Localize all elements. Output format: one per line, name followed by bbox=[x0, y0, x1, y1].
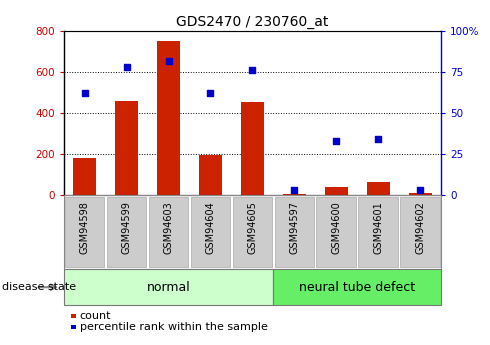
Text: GSM94602: GSM94602 bbox=[415, 201, 425, 254]
Text: neural tube defect: neural tube defect bbox=[299, 281, 415, 294]
Bar bbox=[107, 197, 147, 267]
Text: GSM94604: GSM94604 bbox=[205, 201, 216, 254]
Bar bbox=[65, 197, 104, 267]
Text: GSM94603: GSM94603 bbox=[164, 201, 173, 254]
Bar bbox=[325, 187, 348, 195]
Bar bbox=[157, 41, 180, 195]
Point bbox=[81, 91, 89, 96]
Bar bbox=[73, 158, 96, 195]
Point bbox=[416, 187, 424, 193]
Text: GSM94599: GSM94599 bbox=[122, 201, 132, 254]
Point bbox=[206, 91, 214, 96]
Bar bbox=[149, 197, 188, 267]
Text: percentile rank within the sample: percentile rank within the sample bbox=[80, 322, 268, 332]
Bar bbox=[400, 197, 440, 267]
Bar bbox=[367, 181, 390, 195]
Bar bbox=[409, 193, 432, 195]
Bar bbox=[317, 197, 356, 267]
Bar bbox=[241, 102, 264, 195]
Bar bbox=[273, 269, 441, 305]
Text: GSM94598: GSM94598 bbox=[80, 201, 90, 254]
Point bbox=[374, 136, 382, 142]
Text: count: count bbox=[80, 311, 111, 321]
Bar bbox=[115, 101, 138, 195]
Point bbox=[122, 64, 130, 70]
Text: normal: normal bbox=[147, 281, 191, 294]
Text: GSM94597: GSM94597 bbox=[289, 201, 299, 254]
Bar bbox=[199, 155, 222, 195]
Text: disease state: disease state bbox=[2, 282, 76, 292]
Bar bbox=[274, 197, 314, 267]
Point bbox=[291, 187, 298, 193]
Text: GSM94600: GSM94600 bbox=[331, 201, 341, 254]
Bar bbox=[358, 197, 398, 267]
Bar bbox=[283, 194, 306, 195]
Bar bbox=[64, 269, 273, 305]
Point bbox=[248, 68, 256, 73]
Point bbox=[165, 58, 172, 63]
Point bbox=[332, 138, 340, 144]
Title: GDS2470 / 230760_at: GDS2470 / 230760_at bbox=[176, 14, 328, 29]
Bar bbox=[191, 197, 230, 267]
Text: GSM94601: GSM94601 bbox=[373, 201, 383, 254]
Bar bbox=[233, 197, 272, 267]
Text: GSM94605: GSM94605 bbox=[247, 201, 257, 254]
